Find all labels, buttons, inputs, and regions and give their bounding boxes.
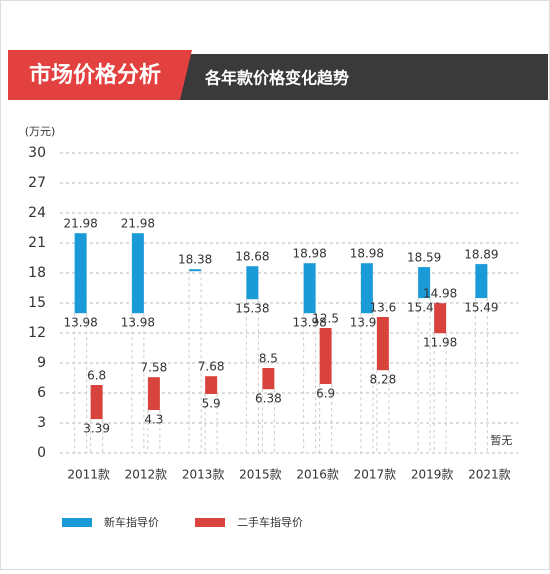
value-label: 14.98 (423, 287, 457, 301)
bar (434, 303, 447, 334)
bar (90, 385, 103, 420)
bar (74, 233, 87, 314)
value-label: 3.39 (83, 422, 110, 436)
bar (418, 267, 431, 299)
value-label: 15.49 (464, 301, 498, 315)
value-label: 4.3 (144, 413, 163, 427)
value-label: 18.59 (407, 251, 441, 265)
value-label: 21.98 (121, 217, 155, 231)
value-label: 13.98 (350, 316, 384, 330)
bar (205, 376, 218, 394)
y-tick-label: 3 (37, 415, 46, 431)
value-label: 13.98 (63, 316, 97, 330)
bar (147, 377, 160, 410)
legend-label: 新车指导价 (104, 515, 159, 529)
y-tick-label: 27 (28, 175, 46, 191)
bar (376, 317, 389, 371)
value-label: 6.8 (87, 369, 106, 383)
header-tag (8, 50, 192, 100)
legend-swatch (195, 518, 225, 527)
bar (131, 233, 144, 314)
value-label: 21.98 (63, 217, 97, 231)
x-tick-label: 2019款 (411, 468, 454, 482)
value-label: 15.49 (407, 301, 441, 315)
value-label: 18.38 (178, 253, 212, 267)
bar (360, 263, 373, 314)
value-label: 18.89 (464, 248, 498, 262)
bar (475, 264, 488, 299)
legend-swatch (62, 518, 92, 527)
bar (189, 269, 202, 272)
x-tick-label: 2015款 (239, 468, 282, 482)
value-label: 5.9 (202, 397, 221, 411)
x-tick-label: 2013款 (182, 468, 225, 482)
value-label: 13.98 (292, 316, 326, 330)
value-label: 18.68 (235, 250, 269, 264)
bar (246, 266, 259, 300)
value-label: 8.28 (370, 373, 397, 387)
y-tick-label: 15 (28, 295, 46, 311)
y-tick-label: 0 (37, 445, 46, 461)
y-tick-label: 18 (28, 265, 46, 281)
value-label: 11.98 (423, 336, 457, 350)
header-title: 市场价格分析 (29, 62, 161, 88)
y-tick-label: 21 (28, 235, 46, 251)
legend-label: 二手车指导价 (237, 515, 303, 529)
y-tick-label: 9 (37, 355, 46, 371)
value-label: 13.98 (121, 316, 155, 330)
value-label: 7.68 (198, 360, 225, 374)
value-label: 8.5 (259, 352, 278, 366)
bar (319, 328, 332, 384)
value-label: 12.5 (312, 312, 339, 326)
annotation: 暂无 (490, 434, 512, 447)
y-tick-label: 24 (28, 205, 46, 221)
x-tick-label: 2021款 (468, 468, 511, 482)
value-label: 18.98 (350, 247, 384, 261)
bar (262, 368, 275, 390)
value-label: 13.6 (370, 301, 397, 315)
x-tick-label: 2011款 (67, 468, 110, 482)
bar (303, 263, 316, 314)
x-tick-label: 2016款 (296, 468, 339, 482)
value-label: 18.98 (292, 247, 326, 261)
value-label: 6.9 (316, 387, 335, 401)
value-label: 6.38 (255, 392, 282, 406)
y-axis-label: (万元) (25, 125, 56, 138)
y-tick-label: 12 (28, 325, 46, 341)
y-tick-label: 30 (28, 145, 46, 161)
header-subtitle: 各年款价格变化趋势 (204, 69, 349, 88)
y-tick-label: 6 (37, 385, 46, 401)
value-label: 7.58 (141, 361, 168, 375)
x-tick-label: 2012款 (125, 468, 168, 482)
value-label: 15.38 (235, 302, 269, 316)
x-tick-label: 2017款 (354, 468, 397, 482)
